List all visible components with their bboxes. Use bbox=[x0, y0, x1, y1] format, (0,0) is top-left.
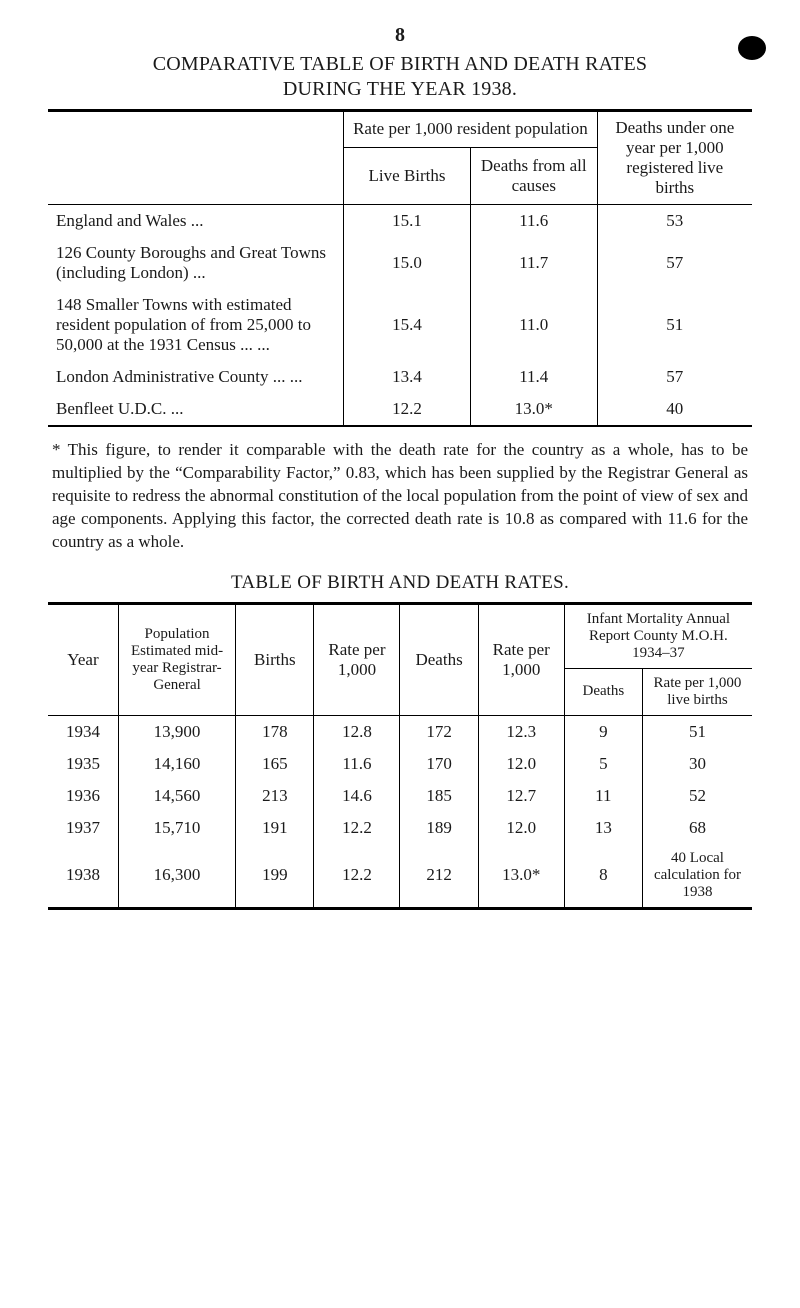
table2-row-drate: 12.3 bbox=[478, 715, 564, 748]
table2-row-pop: 13,900 bbox=[118, 715, 235, 748]
table2-header-rate-births: Rate per 1,000 bbox=[314, 603, 400, 715]
table1-row-infant: 53 bbox=[597, 205, 752, 238]
table2-header-year: Year bbox=[48, 603, 118, 715]
table1-row-live: 15.0 bbox=[344, 237, 471, 289]
table2-header-infant-span: Infant Mortality Annual Report County M.… bbox=[564, 603, 752, 668]
page-title-line1: COMPARATIVE TABLE OF BIRTH AND DEATH RAT… bbox=[48, 53, 752, 76]
table2-row-year: 1936 bbox=[48, 780, 118, 812]
table2-row-ideaths: 8 bbox=[564, 844, 642, 909]
footnote-paragraph: * This figure, to render it comparable w… bbox=[52, 439, 748, 554]
table2-row-births: 199 bbox=[236, 844, 314, 909]
table2-row-year: 1935 bbox=[48, 748, 118, 780]
table2-header-rate-deaths: Rate per 1,000 bbox=[478, 603, 564, 715]
table2-row-pop: 15,710 bbox=[118, 812, 235, 844]
table1-row-live: 12.2 bbox=[344, 393, 471, 426]
table2-row-drate: 13.0* bbox=[478, 844, 564, 909]
table1-row-label: England and Wales ... bbox=[48, 205, 344, 238]
table2-row-brate: 12.2 bbox=[314, 844, 400, 909]
table2-row-drate: 12.0 bbox=[478, 748, 564, 780]
table2-row-deaths: 172 bbox=[400, 715, 478, 748]
table2-row-pop: 14,160 bbox=[118, 748, 235, 780]
table2-row-pop: 16,300 bbox=[118, 844, 235, 909]
table1-row-live: 15.4 bbox=[344, 289, 471, 361]
table1-row-infant: 57 bbox=[597, 361, 752, 393]
table2-header-births: Births bbox=[236, 603, 314, 715]
page-container: 8 COMPARATIVE TABLE OF BIRTH AND DEATH R… bbox=[0, 0, 800, 958]
table2-row-brate: 14.6 bbox=[314, 780, 400, 812]
ink-blot-icon bbox=[738, 36, 766, 60]
table2-row-drate: 12.7 bbox=[478, 780, 564, 812]
table1-row-infant: 57 bbox=[597, 237, 752, 289]
table1-row-infant: 40 bbox=[597, 393, 752, 426]
birth-death-rates-table: Year Population Estimated mid-year Regis… bbox=[48, 602, 752, 910]
table2-row-irate: 51 bbox=[642, 715, 752, 748]
table1-row-label: 148 Smaller Towns with estimated residen… bbox=[48, 289, 344, 361]
table1-header-deaths-from: Deaths from all causes bbox=[470, 147, 597, 204]
table2-row-deaths: 185 bbox=[400, 780, 478, 812]
table2-row-ideaths: 11 bbox=[564, 780, 642, 812]
table2-row-brate: 12.8 bbox=[314, 715, 400, 748]
table1-row-live: 13.4 bbox=[344, 361, 471, 393]
table2-row-irate: 68 bbox=[642, 812, 752, 844]
table1-row-live: 15.1 bbox=[344, 205, 471, 238]
table2-row-brate: 12.2 bbox=[314, 812, 400, 844]
table2-row-births: 165 bbox=[236, 748, 314, 780]
table2-row-ideaths: 9 bbox=[564, 715, 642, 748]
table2-header-deaths: Deaths bbox=[400, 603, 478, 715]
table2-row-deaths: 212 bbox=[400, 844, 478, 909]
table1-row-infant: 51 bbox=[597, 289, 752, 361]
table2-row-births: 213 bbox=[236, 780, 314, 812]
page-number: 8 bbox=[48, 24, 752, 47]
comparative-table: Rate per 1,000 resident population Death… bbox=[48, 109, 752, 427]
table2-row-births: 178 bbox=[236, 715, 314, 748]
table2-row-irate: 30 bbox=[642, 748, 752, 780]
table2-row-ideaths: 13 bbox=[564, 812, 642, 844]
table2-row-births: 191 bbox=[236, 812, 314, 844]
table2-row-year: 1937 bbox=[48, 812, 118, 844]
table2-row-irate: 40 Local calculation for 1938 bbox=[642, 844, 752, 909]
table2-header-infant-rate: Rate per 1,000 live births bbox=[642, 668, 752, 715]
table2-row-ideaths: 5 bbox=[564, 748, 642, 780]
table1-row-deaths: 11.0 bbox=[470, 289, 597, 361]
table2-header-population: Population Estimated mid-year Registrar-… bbox=[118, 603, 235, 715]
table1-header-rate-span: Rate per 1,000 resident population bbox=[344, 111, 597, 148]
table1-row-deaths: 11.6 bbox=[470, 205, 597, 238]
table1-row-deaths: 11.4 bbox=[470, 361, 597, 393]
table2-header-infant-deaths: Deaths bbox=[564, 668, 642, 715]
table2-row-year: 1934 bbox=[48, 715, 118, 748]
table2-row-pop: 14,560 bbox=[118, 780, 235, 812]
table1-row-deaths: 11.7 bbox=[470, 237, 597, 289]
page-title-line2: DURING THE YEAR 1938. bbox=[48, 78, 752, 101]
table2-row-year: 1938 bbox=[48, 844, 118, 909]
table1-row-label: 126 County Boroughs and Great Towns (inc… bbox=[48, 237, 344, 289]
table1-row-deaths: 13.0* bbox=[470, 393, 597, 426]
table1-header-deaths-under: Deaths under one year per 1,000 register… bbox=[597, 111, 752, 205]
table2-row-deaths: 189 bbox=[400, 812, 478, 844]
table1-header-live-births: Live Births bbox=[344, 147, 471, 204]
table2-row-drate: 12.0 bbox=[478, 812, 564, 844]
table1-row-label: London Administrative County ... ... bbox=[48, 361, 344, 393]
table1-row-label: Benfleet U.D.C. ... bbox=[48, 393, 344, 426]
table2-row-brate: 11.6 bbox=[314, 748, 400, 780]
subheading: TABLE OF BIRTH AND DEATH RATES. bbox=[48, 572, 752, 594]
table2-row-irate: 52 bbox=[642, 780, 752, 812]
table2-row-deaths: 170 bbox=[400, 748, 478, 780]
